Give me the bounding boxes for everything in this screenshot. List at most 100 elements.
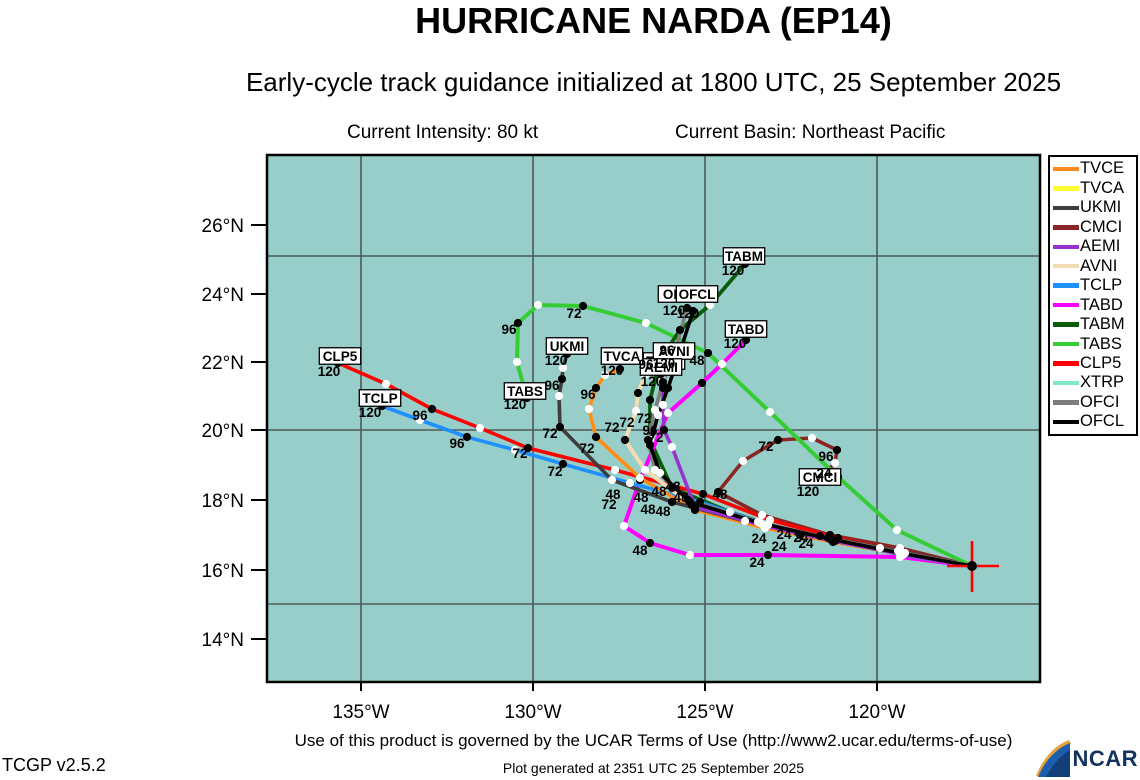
legend-item-AEMI: AEMI [1050,237,1136,256]
legend-item-CMCI: CMCI [1050,218,1136,237]
legend-swatch-XTRP [1053,380,1079,386]
svg-text:96: 96 [580,387,596,402]
legend-item-TVCE: TVCE [1050,159,1136,178]
svg-text:96: 96 [501,322,517,337]
svg-text:120: 120 [797,484,820,499]
subtitle: Early-cycle track guidance initialized a… [245,67,1062,97]
svg-text:120: 120 [504,397,527,412]
legend-swatch-UKMI [1053,205,1079,211]
legend-swatch-TABS [1053,341,1079,347]
model-label-UKMI: UKMI [550,339,585,354]
y-tick-label: 26°N [202,216,244,237]
legend-label: TABM [1080,315,1125,334]
legend-item-XTRP: XTRP [1050,373,1136,392]
svg-text:72: 72 [758,439,773,454]
svg-text:24: 24 [816,466,832,481]
model-label-CLP5: CLP5 [323,349,358,364]
x-tick-label: 120°W [848,702,905,723]
legend-item-CLP5: CLP5 [1050,354,1136,373]
model-label-TABD: TABD [728,322,765,337]
legend-label: TABS [1080,334,1122,353]
legend-item-OFCL: OFCL [1050,412,1136,431]
model-endpoint-labels: TVCEAVNIAEMIOFCIOFCLCLP5TCLPTABSUKMITVCA… [318,247,842,486]
ncar-logo: NCAR [1032,740,1138,778]
legend-label: CMCI [1080,217,1123,236]
legend-label: UKMI [1080,198,1122,217]
model-label-TVCA: TVCA [604,349,641,364]
legend-item-TVCA: TVCA [1050,179,1136,198]
y-tick-label: 16°N [202,561,244,582]
legend-swatch-CLP5 [1053,361,1079,366]
svg-text:72: 72 [636,411,651,426]
legend-label: TVCE [1080,159,1125,178]
svg-text:120: 120 [641,374,664,389]
svg-text:120: 120 [722,263,745,278]
legend-swatch-OFCI [1053,400,1079,405]
x-tick-label: 135°W [332,702,389,723]
svg-text:120: 120 [359,405,382,420]
legend-label: XTRP [1080,373,1125,392]
model-label-TABS: TABS [507,384,543,399]
y-tick-label: 22°N [202,353,244,374]
svg-text:120: 120 [663,303,686,318]
svg-text:48: 48 [689,353,705,368]
terms-of-use-text: Use of this product is governed by the U… [294,731,1013,750]
legend-item-UKMI: UKMI [1050,198,1136,217]
legend-label: OFCL [1080,412,1125,431]
svg-text:96: 96 [412,408,428,423]
ncar-logo-text: NCAR [1072,746,1138,771]
y-tick-label: 24°N [202,285,244,306]
svg-text:96: 96 [659,343,675,358]
y-tick-label: 14°N [202,630,244,651]
legend-label: TVCA [1080,178,1125,197]
legend-swatch-TVCE [1053,166,1079,172]
model-label-AVNI: AVNI [658,344,689,359]
model-label-CMCI: CMCI [803,470,838,485]
svg-text:120: 120 [318,364,341,379]
forecast-hour-labels: 1201201201201201201201201201201201209696… [318,263,834,570]
svg-text:48: 48 [605,487,621,502]
svg-text:72: 72 [604,420,619,435]
legend-item-TABM: TABM [1050,315,1136,334]
x-tick-label: 130°W [504,702,561,723]
legend-item-TCLP: TCLP [1050,276,1136,295]
model-label-OFCL: OFCL [679,287,716,302]
svg-text:48: 48 [651,484,667,499]
svg-text:48: 48 [633,490,649,505]
legend-label: TCLP [1080,276,1123,295]
axes: 135°W 130°W 125°W 120°W 26°N 24°N 22°N 20°N 18°N… [202,216,906,723]
y-tick-label: 18°N [202,491,244,512]
svg-text:96: 96 [638,357,654,372]
waypoint-dots [333,259,910,562]
svg-text:72: 72 [579,441,594,456]
svg-text:72: 72 [648,430,663,445]
svg-text:48: 48 [673,490,689,505]
svg-text:120: 120 [677,306,700,321]
current-intensity-label: Current Intensity: 80 kt [347,122,539,143]
svg-text:72: 72 [566,306,581,321]
svg-text:24: 24 [749,555,765,570]
svg-text:24: 24 [798,536,814,551]
current-basin-label: Current Basin: Northeast Pacific [675,122,946,143]
legend-label: CLP5 [1080,353,1122,372]
page-title: HURRICANE NARDA (EP14) [415,0,892,41]
app-version-label: TCGP v2.5.2 [2,755,106,775]
model-label-TCLP: TCLP [362,391,397,406]
legend-label: AEMI [1080,237,1121,256]
y-tick-label: 20°N [202,421,244,442]
svg-text:120: 120 [601,363,624,378]
svg-text:96: 96 [642,423,658,438]
legend: TVCE TVCA UKMI CMCI AEMI AVNI TCLP TABD TABM TABS… [1048,155,1138,436]
svg-text:120: 120 [545,353,568,368]
svg-text:48: 48 [665,479,681,494]
svg-text:72: 72 [601,497,616,512]
ncar-logo-sail-icon [1036,740,1072,777]
svg-text:48: 48 [632,543,648,558]
svg-text:72: 72 [547,464,562,479]
legend-swatch-AVNI [1053,263,1079,269]
svg-text:48: 48 [712,487,728,502]
model-label-AEMI: AEMI [644,360,678,375]
svg-text:24: 24 [793,530,809,545]
legend-swatch-TABM [1053,322,1079,327]
